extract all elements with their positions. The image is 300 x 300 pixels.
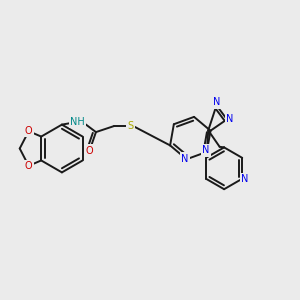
Text: S: S <box>127 121 134 131</box>
Text: N: N <box>213 97 221 107</box>
Text: N: N <box>202 146 210 155</box>
Text: N: N <box>182 154 189 164</box>
Text: O: O <box>25 161 32 171</box>
Text: N: N <box>241 174 248 184</box>
Text: O: O <box>85 146 93 156</box>
Text: NH: NH <box>70 117 85 127</box>
Text: O: O <box>25 126 32 136</box>
Text: N: N <box>226 114 234 124</box>
